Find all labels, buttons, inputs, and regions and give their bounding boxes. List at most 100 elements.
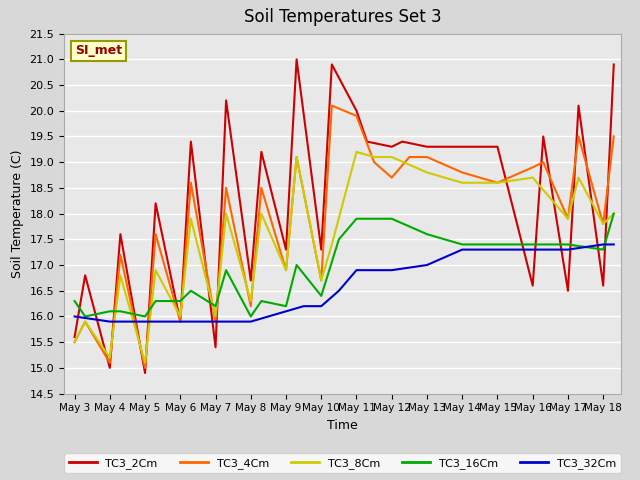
X-axis label: Time: Time [327, 419, 358, 432]
TC3_2Cm [71, 334, 79, 340]
TC3_16Cm [222, 267, 230, 273]
TC3_4Cm [610, 133, 618, 139]
TC3_32Cm [388, 267, 396, 273]
Line: TC3_4Cm: TC3_4Cm [75, 106, 614, 368]
TC3_2Cm [388, 144, 396, 150]
TC3_16Cm [599, 247, 607, 252]
TC3_16Cm [141, 313, 149, 319]
TC3_8Cm [187, 216, 195, 222]
TC3_2Cm [610, 61, 618, 67]
Line: TC3_32Cm: TC3_32Cm [75, 244, 614, 322]
TC3_8Cm [493, 180, 501, 186]
TC3_2Cm [599, 283, 607, 288]
TC3_16Cm [335, 237, 342, 242]
TC3_16Cm [423, 231, 431, 237]
TC3_32Cm [141, 319, 149, 324]
TC3_32Cm [282, 309, 290, 314]
TC3_4Cm [116, 252, 124, 258]
TC3_16Cm [187, 288, 195, 294]
TC3_2Cm [282, 247, 290, 252]
TC3_8Cm [610, 211, 618, 216]
TC3_2Cm [529, 283, 536, 288]
TC3_8Cm [564, 216, 572, 222]
TC3_8Cm [529, 175, 536, 180]
TC3_16Cm [529, 241, 536, 247]
TC3_16Cm [317, 293, 325, 299]
TC3_4Cm [353, 113, 360, 119]
TC3_4Cm [141, 365, 149, 371]
TC3_4Cm [282, 267, 290, 273]
TC3_16Cm [292, 262, 300, 268]
TC3_2Cm [212, 345, 220, 350]
TC3_8Cm [371, 154, 378, 160]
TC3_8Cm [81, 319, 89, 324]
TC3_4Cm [529, 165, 536, 170]
TC3_2Cm [81, 273, 89, 278]
TC3_4Cm [493, 180, 501, 186]
TC3_2Cm [187, 139, 195, 144]
TC3_2Cm [116, 231, 124, 237]
TC3_8Cm [599, 221, 607, 227]
TC3_8Cm [141, 360, 149, 366]
TC3_2Cm [292, 57, 300, 62]
TC3_8Cm [328, 241, 335, 247]
TC3_8Cm [257, 211, 265, 216]
TC3_32Cm [564, 247, 572, 252]
TC3_2Cm [257, 149, 265, 155]
TC3_16Cm [81, 313, 89, 319]
TC3_8Cm [292, 154, 300, 160]
TC3_4Cm [81, 319, 89, 324]
TC3_32Cm [212, 319, 220, 324]
TC3_32Cm [371, 267, 378, 273]
TC3_32Cm [529, 247, 536, 252]
TC3_8Cm [282, 267, 290, 273]
TC3_2Cm [141, 370, 149, 376]
TC3_4Cm [564, 216, 572, 222]
TC3_32Cm [353, 267, 360, 273]
TC3_16Cm [458, 241, 466, 247]
TC3_16Cm [353, 216, 360, 222]
Line: TC3_8Cm: TC3_8Cm [75, 152, 614, 363]
TC3_4Cm [458, 169, 466, 175]
Line: TC3_2Cm: TC3_2Cm [75, 60, 614, 373]
Legend: TC3_2Cm, TC3_4Cm, TC3_8Cm, TC3_16Cm, TC3_32Cm: TC3_2Cm, TC3_4Cm, TC3_8Cm, TC3_16Cm, TC3… [64, 453, 621, 473]
TC3_16Cm [282, 303, 290, 309]
TC3_8Cm [222, 211, 230, 216]
TC3_32Cm [599, 241, 607, 247]
TC3_16Cm [388, 216, 396, 222]
TC3_4Cm [575, 133, 582, 139]
TC3_4Cm [540, 159, 547, 165]
TC3_16Cm [257, 298, 265, 304]
TC3_2Cm [493, 144, 501, 150]
TC3_16Cm [116, 309, 124, 314]
TC3_8Cm [177, 313, 184, 319]
TC3_8Cm [247, 298, 255, 304]
TC3_8Cm [458, 180, 466, 186]
TC3_4Cm [406, 154, 413, 160]
TC3_2Cm [575, 103, 582, 108]
TC3_2Cm [317, 247, 325, 252]
TC3_2Cm [423, 144, 431, 150]
TC3_2Cm [399, 139, 406, 144]
TC3_4Cm [317, 277, 325, 283]
TC3_32Cm [335, 288, 342, 294]
TC3_32Cm [300, 303, 307, 309]
TC3_8Cm [116, 273, 124, 278]
Title: Soil Temperatures Set 3: Soil Temperatures Set 3 [244, 9, 441, 26]
TC3_2Cm [328, 61, 335, 67]
TC3_8Cm [423, 169, 431, 175]
TC3_16Cm [564, 241, 572, 247]
TC3_8Cm [71, 339, 79, 345]
TC3_4Cm [292, 154, 300, 160]
TC3_2Cm [152, 201, 159, 206]
TC3_4Cm [388, 175, 396, 180]
TC3_4Cm [222, 185, 230, 191]
TC3_32Cm [493, 247, 501, 252]
TC3_8Cm [575, 175, 582, 180]
TC3_8Cm [317, 277, 325, 283]
TC3_32Cm [610, 241, 618, 247]
TC3_4Cm [599, 221, 607, 227]
TC3_2Cm [247, 277, 255, 283]
TC3_16Cm [247, 313, 255, 319]
TC3_2Cm [458, 144, 466, 150]
